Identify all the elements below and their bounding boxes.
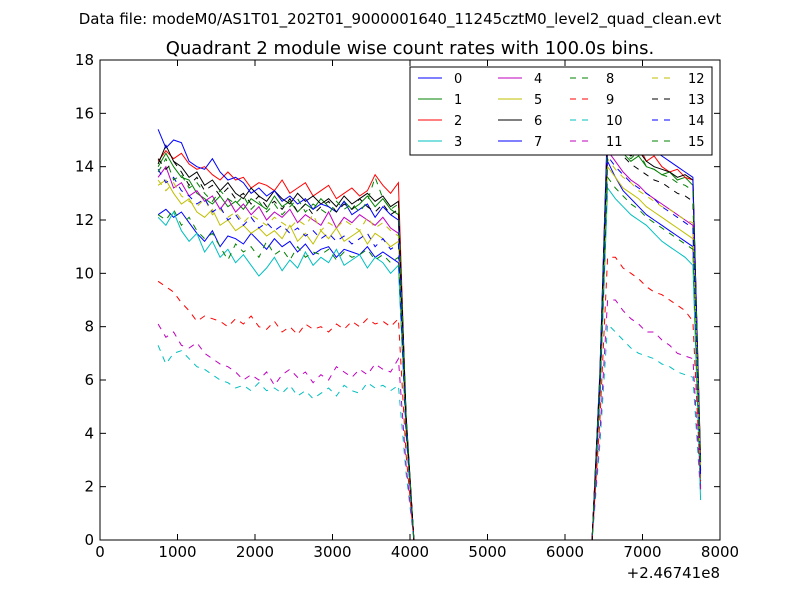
legend-label-10: 10: [606, 114, 623, 129]
legend-label-4: 4: [534, 72, 542, 87]
legend-label-5: 5: [534, 93, 542, 108]
legend-label-15: 15: [688, 135, 705, 150]
x-tick-label: 7000: [623, 543, 661, 561]
axes: 0 1000 2000 3000 4000 5000 6000 7000 80000246810…: [75, 51, 739, 561]
x-tick-label: 4000: [391, 543, 429, 561]
x-tick-label: 3000: [313, 543, 351, 561]
legend-label-2: 2: [454, 114, 462, 129]
y-tick-label: 10: [75, 264, 94, 282]
y-tick-label: 16: [75, 104, 94, 122]
legend-label-1: 1: [454, 93, 462, 108]
figure-suptitle: Data file: modeM0/AS1T01_202T01_90000016…: [79, 10, 722, 29]
legend-label-6: 6: [534, 114, 542, 129]
x-tick-label: 0: [95, 543, 105, 561]
y-tick-label: 8: [84, 318, 94, 336]
y-tick-label: 18: [75, 51, 94, 69]
series-line-11: [157, 299, 702, 541]
legend-label-7: 7: [534, 135, 542, 150]
legend-label-14: 14: [688, 114, 705, 129]
legend-label-0: 0: [454, 72, 462, 87]
legend-box: [409, 66, 713, 156]
legend-label-13: 13: [688, 93, 705, 108]
x-tick-label: 8000: [701, 543, 739, 561]
legend-label-9: 9: [606, 93, 614, 108]
axes-frame: [99, 59, 721, 541]
legend-label-8: 8: [606, 72, 614, 87]
legend-label-3: 3: [454, 135, 462, 150]
y-tick-label: 12: [75, 211, 94, 229]
x-tick-label: 6000: [546, 543, 584, 561]
y-tick-label: 4: [84, 424, 94, 442]
x-tick-label: 5000: [468, 543, 506, 561]
legend-label-12: 12: [688, 72, 705, 87]
y-tick-label: 14: [75, 158, 94, 176]
y-tick-label: 2: [84, 478, 94, 496]
y-tick-label: 6: [84, 371, 94, 389]
x-offset-label: +2.46741e8: [627, 564, 720, 582]
chart-title: Quadrant 2 module wise count rates with …: [166, 38, 655, 59]
x-tick-label: 2000: [236, 543, 274, 561]
y-tick-label: 0: [84, 531, 94, 549]
legend-label-11: 11: [606, 135, 623, 150]
x-tick-label: 1000: [158, 543, 196, 561]
